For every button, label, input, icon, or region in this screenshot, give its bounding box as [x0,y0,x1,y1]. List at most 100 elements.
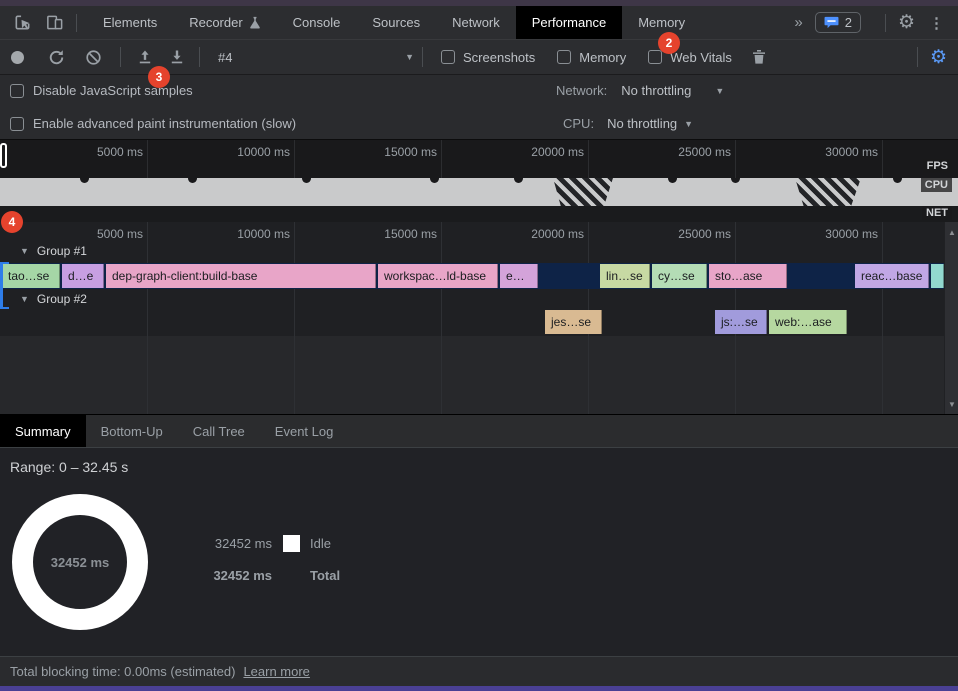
details-tab-bottom-up[interactable]: Bottom-Up [100,423,163,439]
flame-bar[interactable]: e… [500,264,538,288]
legend-label: Total [310,568,341,583]
checkbox-screenshots[interactable]: Screenshots [441,50,535,65]
details-tab-event-log[interactable]: Event Log [274,423,334,439]
flame-bar[interactable]: sto…ase [709,264,787,288]
tab-label: Recorder [189,15,243,30]
tab-label: Sources [372,15,421,30]
garbage-collect-icon[interactable] [752,49,766,65]
vertical-scrollbar[interactable]: ▲ ▼ [944,222,958,414]
tab-network[interactable]: Network [436,6,516,39]
checkbox-label: Screenshots [463,49,536,65]
details-tab-call-tree[interactable]: Call Tree [192,423,245,439]
cpu-throttling-control[interactable]: CPU: No throttling ▼ [563,116,693,131]
tab-memory[interactable]: Memory [622,6,701,39]
group-header-1[interactable]: ▼ Group #1 [20,244,87,258]
details-tabbar: Summary Bottom-Up Call Tree Event Log [0,415,958,448]
device-toolbar-icon[interactable] [44,13,64,33]
tab-performance[interactable]: Performance [515,6,623,39]
disable-js-checkbox[interactable] [10,83,24,98]
network-throttle-value[interactable]: No throttling [621,83,692,98]
flame-bar[interactable]: d…e [62,264,104,288]
flame-bar[interactable]: workspac…ld-base [378,264,498,288]
network-throttling-control[interactable]: Network: No throttling ▼ [556,83,724,98]
tab-label: Performance [531,15,607,30]
more-tabs-chevron[interactable]: » [794,14,803,31]
cpu-throttle-label: CPU: [563,116,595,131]
tab-sources[interactable]: Sources [356,6,436,39]
overview-net-lane [0,206,958,222]
checkbox-box[interactable] [648,50,663,64]
paint-checkbox[interactable] [10,116,24,131]
gridline [147,222,148,414]
timeline-overview[interactable]: 5000 ms 10000 ms 15000 ms 20000 ms 25000 ms 3… [0,140,958,222]
cpu-idle-hatch [795,178,861,206]
time-tick-label: 20000 ms [531,145,584,159]
range-label: Range: 0 – 32.45 s [10,459,129,475]
details-tab-summary[interactable]: Summary [0,415,86,447]
blocking-time-text: Total blocking time: 0.00ms (estimated) [10,664,236,679]
scroll-down-arrow[interactable]: ▼ [948,400,956,409]
cpu-band-notch [514,178,523,183]
load-profile-icon[interactable] [137,49,153,65]
tab-recorder[interactable]: Recorder [173,6,276,39]
inspect-element-icon[interactable] [12,13,32,33]
toolbar-separator-2 [199,47,200,67]
flame-bar[interactable]: reac…base [855,264,929,288]
capture-settings-gear-icon[interactable]: ⚙ [929,46,947,68]
issues-count: 2 [844,15,852,30]
flame-bar[interactable]: tao…se [2,264,60,288]
flame-bar[interactable]: web:…ase [769,310,847,334]
scroll-up-arrow[interactable]: ▲ [948,228,956,237]
cpu-throttle-value[interactable]: No throttling [607,116,678,131]
gridline [294,222,295,414]
time-tick-label: 5000 ms [96,227,143,241]
collapse-triangle-icon[interactable]: ▼ [20,246,29,256]
chevron-down-icon: ▼ [405,52,414,62]
record-button[interactable] [11,50,24,64]
capture-settings-panel: Disable JavaScript samples Enable advanc… [0,75,958,140]
clear-recording-icon[interactable] [85,49,102,66]
flame-bar[interactable] [931,264,944,288]
tab-console[interactable]: Console [277,6,357,39]
lane-label-cpu: CPU [920,178,952,192]
flame-bar[interactable]: jes…se [545,310,602,334]
menu-dots-icon[interactable]: ⋮ [929,14,944,32]
time-tick-label: 30000 ms [825,227,878,241]
time-tick-label: 5000 ms [96,145,143,159]
save-profile-icon[interactable] [169,49,185,65]
cpu-band-notch [668,178,677,183]
reload-and-record-icon[interactable] [48,49,65,66]
chat-bubble-icon [824,16,839,29]
flame-bar[interactable]: js:…se [715,310,767,334]
flame-bar[interactable]: cy…se [652,264,707,288]
chevron-down-icon: ▼ [715,85,725,96]
history-select[interactable]: #4 ▼ [208,50,422,65]
checkbox-memory[interactable]: Memory [557,50,626,65]
window-top-strip [0,0,958,6]
performance-toolbar: #4 ▼ Screenshots Memory Web Vitals ⚙ [0,40,958,75]
overview-left-handle[interactable] [0,143,7,168]
learn-more-link[interactable]: Learn more [243,664,310,679]
group-header-2[interactable]: ▼ Group #2 [20,292,87,306]
disable-js-samples-setting[interactable]: Disable JavaScript samples [10,83,193,98]
flame-bar[interactable]: lin…se [600,264,650,288]
donut-total-label: 32452 ms [50,554,110,570]
group-label: Group #2 [36,292,87,306]
settings-gear-icon[interactable]: ⚙ [897,12,915,33]
gridline [882,222,883,414]
cpu-band-notch [893,178,902,183]
collapse-triangle-icon[interactable]: ▼ [20,294,29,304]
paint-instrumentation-setting[interactable]: Enable advanced paint instrumentation (s… [10,116,296,131]
flame-chart[interactable]: 5000 ms 10000 ms 15000 ms 20000 ms 25000 ms 3… [0,222,958,415]
toolbar-separator-1 [120,47,121,67]
issues-button[interactable]: 2 [814,12,861,33]
checkbox-box[interactable] [557,50,572,64]
devtools-tabbar: Elements Recorder Console Sources Network Per… [0,6,958,40]
tab-label: Memory [638,15,686,30]
tab-elements[interactable]: Elements [87,6,173,39]
tabbar-right-cluster: » 2 ⚙ ⋮ [782,6,958,39]
checkbox-box[interactable] [441,50,455,64]
toolbar-checkboxes: Screenshots Memory Web Vitals [441,50,732,65]
flame-bar[interactable]: dep-graph-client:build-base [106,264,376,288]
checkbox-web-vitals[interactable]: Web Vitals [648,50,732,65]
